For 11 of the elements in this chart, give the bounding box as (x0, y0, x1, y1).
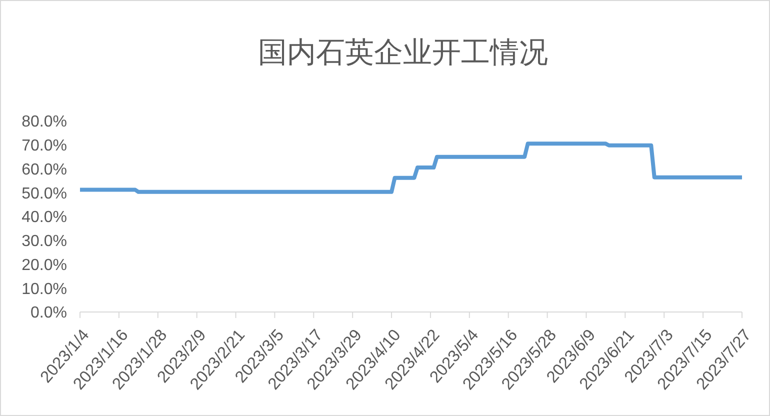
line-series (80, 142, 742, 194)
y-tick-label: 10.0% (22, 280, 67, 298)
chart-title: 国内石英企业开工情况 (257, 36, 549, 71)
y-tick-label: 0.0% (30, 304, 67, 322)
y-tick-label: 80.0% (22, 114, 67, 131)
y-tick-label: 40.0% (22, 209, 67, 226)
y-tick-label: 30.0% (22, 233, 67, 250)
y-tick-label: 60.0% (22, 161, 67, 178)
y-tick-label: 50.0% (22, 185, 67, 202)
y-tick-label: 70.0% (22, 138, 67, 155)
y-tick-label: 20.0% (22, 256, 67, 274)
